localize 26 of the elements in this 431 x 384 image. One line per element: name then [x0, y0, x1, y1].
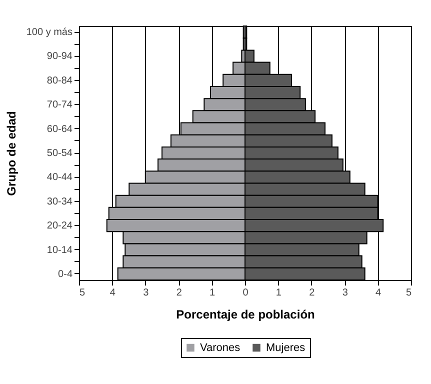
legend-label: Mujeres: [266, 342, 306, 354]
x-tick-label: 5: [406, 288, 412, 298]
y-tick-label: 60-64: [46, 124, 73, 135]
legend-label: Varones: [200, 342, 241, 354]
y-tick-label: 30-34: [46, 196, 73, 208]
y-tick-label: 70-74: [46, 100, 73, 111]
y-tick-label: 40-44: [46, 172, 73, 184]
x-tick-label: 1: [276, 288, 282, 298]
y-tick-label: 90-94: [46, 51, 73, 62]
x-tick-label: 0: [242, 288, 249, 298]
y-axis-title: Grupo de edad: [4, 111, 18, 196]
y-tick-label: 100 y más: [26, 27, 72, 38]
x-tick-label: 4: [376, 288, 382, 298]
y-tick-label: 0-4: [58, 268, 73, 280]
y-tick-label: 20-24: [46, 220, 73, 232]
y-tick-label: 50-54: [46, 148, 73, 159]
x-tick-label: 5: [80, 288, 86, 298]
x-axis-title: Porcentaje de población: [176, 308, 315, 322]
x-tick-label: 2: [309, 288, 316, 298]
y-tick-label: 10-14: [46, 244, 73, 256]
x-tick-label: 2: [176, 288, 182, 298]
x-tick-label: 1: [210, 288, 216, 298]
x-tick-label: 3: [143, 288, 150, 298]
x-tick-label: 3: [342, 288, 348, 298]
x-tick-label: 4: [110, 288, 116, 298]
y-tick-label: 80-84: [46, 75, 73, 86]
